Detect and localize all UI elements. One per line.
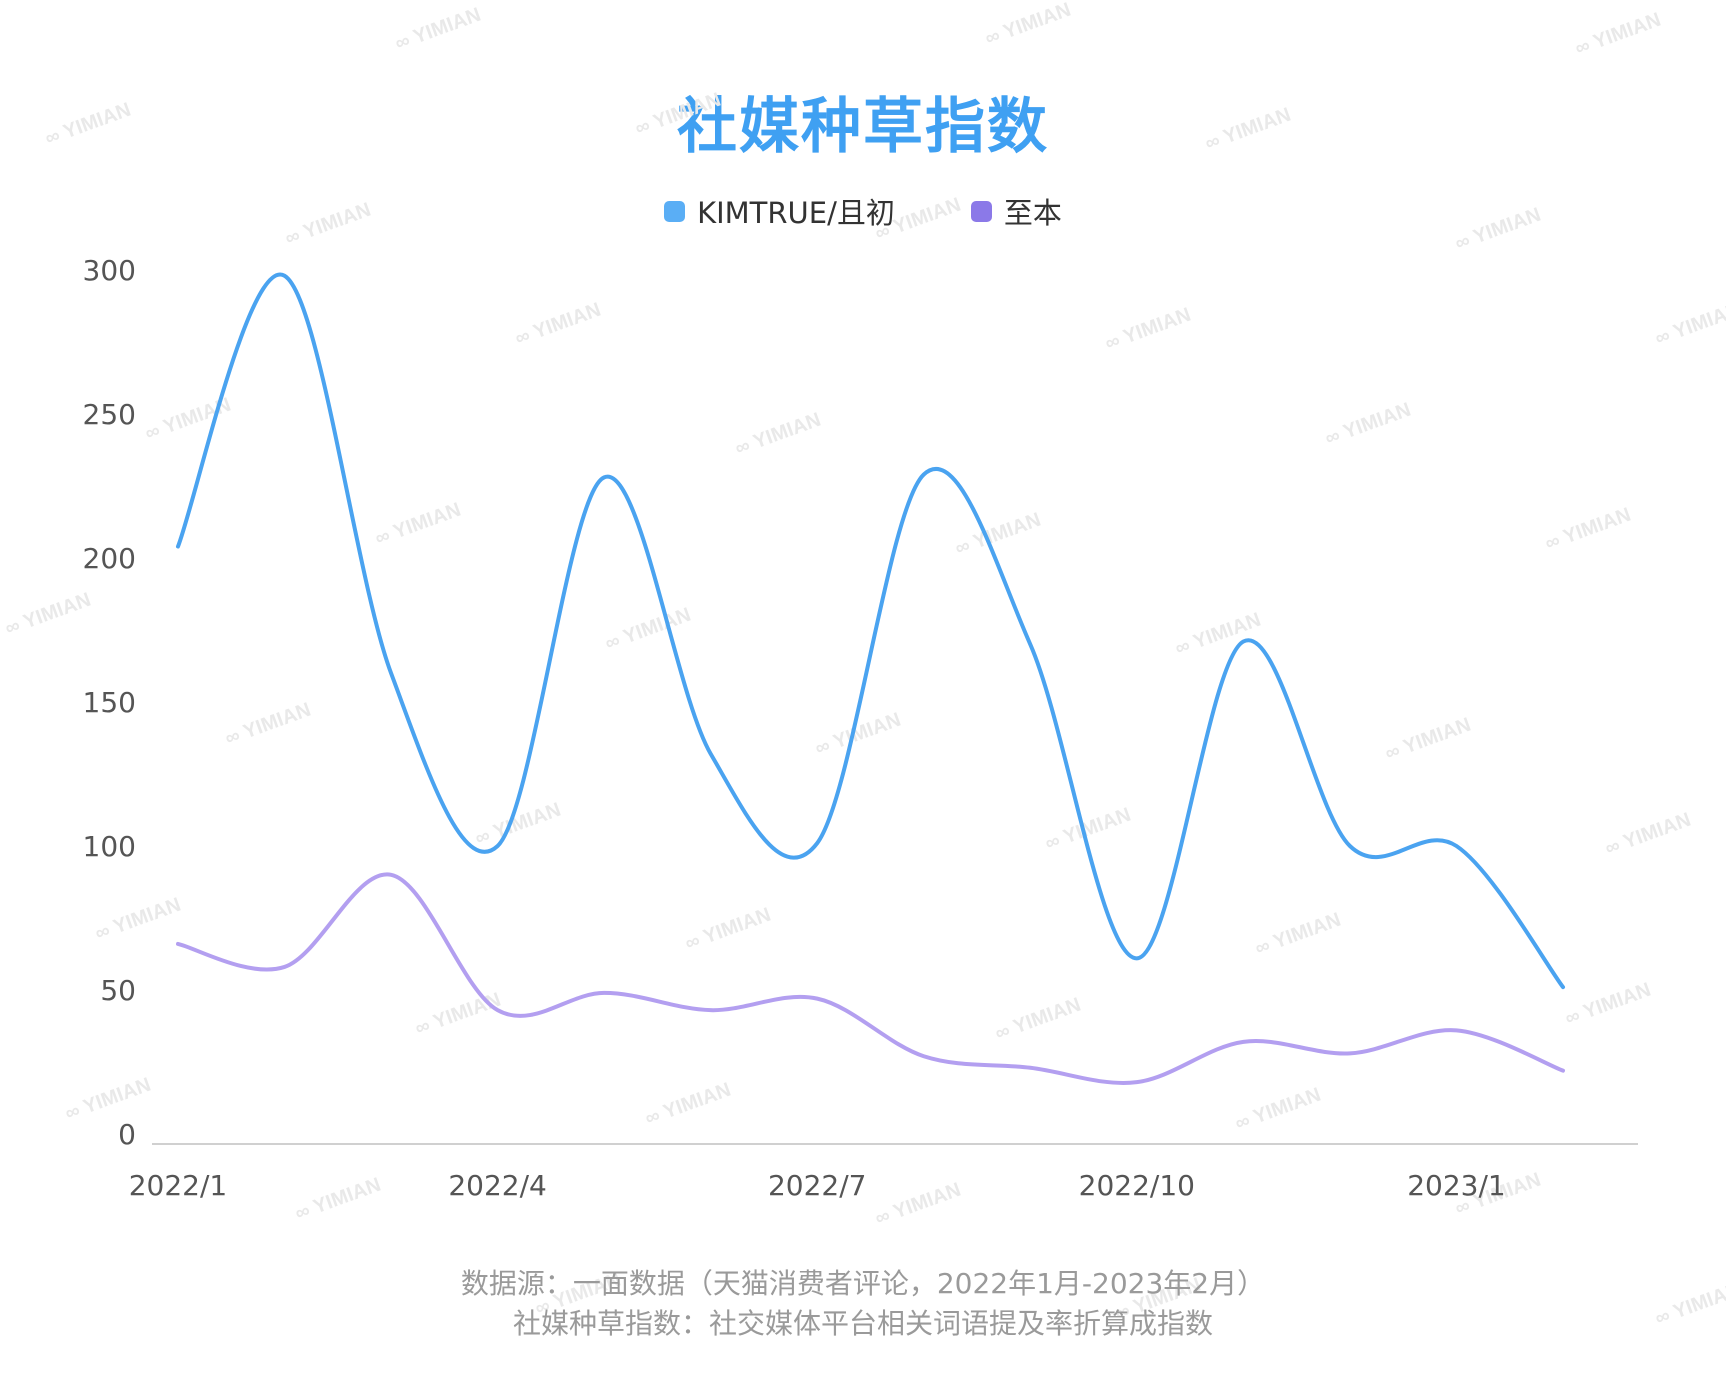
watermark-text: ∞ YIMIAN	[1602, 809, 1694, 860]
legend-item-zhiben[interactable]: 至本	[970, 190, 1062, 232]
watermark-text: ∞ YIMIAN	[412, 989, 504, 1040]
series-layer	[176, 272, 1565, 1085]
watermark-text: ∞ YIMIAN	[292, 1174, 384, 1225]
watermark-text: ∞ YIMIAN	[42, 99, 134, 150]
watermark-text: ∞ YIMIAN	[392, 4, 484, 55]
watermark-text: ∞ YIMIAN	[1172, 609, 1264, 660]
watermark-text: ∞ YIMIAN	[372, 499, 464, 550]
footnote-source: 数据源：一面数据（天猫消费者评论，2022年1月-2023年2月）	[460, 1267, 1266, 1300]
x-axis: 2022/1 2022/4 2022/7 2022/10 2023/1	[129, 1143, 1638, 1202]
legend-swatch-kimtrue	[664, 200, 686, 222]
x-tick-label: 2022/1	[129, 1169, 228, 1202]
watermark-text: ∞ YIMIAN	[1252, 909, 1344, 960]
watermark-text: ∞ YIMIAN	[1322, 399, 1414, 450]
watermark-text: ∞ YIMIAN	[602, 604, 694, 655]
watermark-text: ∞ YIMIAN	[952, 509, 1044, 560]
x-tick-label: 2022/10	[1079, 1169, 1195, 1202]
watermark-text: ∞ YIMIAN	[642, 1079, 734, 1130]
watermark-text: ∞ YIMIAN	[1652, 299, 1726, 350]
watermark-text: ∞ YIMIAN	[1102, 304, 1194, 355]
watermark-text: ∞ YIMIAN	[872, 1179, 964, 1230]
watermark-text: ∞ YIMIAN	[1562, 979, 1654, 1030]
legend-item-kimtrue[interactable]: KIMTRUE/且初	[664, 190, 895, 232]
x-tick-label: 2022/4	[448, 1169, 547, 1202]
y-tick-label: 250	[83, 398, 136, 431]
watermark-text: ∞ YIMIAN	[1572, 9, 1664, 60]
x-tick-label: 2022/7	[768, 1169, 867, 1202]
y-tick-label: 200	[83, 542, 136, 575]
watermark-text: ∞ YIMIAN	[512, 299, 604, 350]
y-tick-label: 0	[118, 1118, 136, 1151]
watermark-text: ∞ YIMIAN	[282, 199, 374, 250]
watermark-layer: ∞ YIMIAN ∞ YIMIAN ∞ YIMIAN ∞ YIMIAN ∞ YIMIAN…	[2, 0, 1726, 1330]
watermark-text: ∞ YIMIAN	[982, 0, 1074, 50]
watermark-text: ∞ YIMIAN	[872, 194, 964, 245]
footnote-definition: 社媒种草指数：社交媒体平台相关词语提及率折算成指数	[512, 1307, 1213, 1340]
watermark-text: ∞ YIMIAN	[1232, 1084, 1324, 1135]
watermark-text: ∞ YIMIAN	[2, 589, 94, 640]
watermark-text: ∞ YIMIAN	[92, 894, 184, 945]
watermark-text: ∞ YIMIAN	[1542, 504, 1634, 555]
watermark-text: ∞ YIMIAN	[62, 1074, 154, 1125]
watermark-text: ∞ YIMIAN	[1202, 104, 1294, 155]
legend-label-zhiben: 至本	[1003, 196, 1062, 230]
y-tick-label: 50	[100, 974, 136, 1007]
watermark-text: ∞ YIMIAN	[992, 994, 1084, 1045]
y-axis: 0 50 100 150 200 250 300	[83, 254, 136, 1151]
legend-swatch-zhiben	[970, 200, 992, 222]
legend: KIMTRUE/且初 至本	[0, 190, 1726, 232]
watermark-text: ∞ YIMIAN	[632, 89, 724, 140]
watermark-text: ∞ YIMIAN	[732, 409, 824, 460]
y-tick-label: 150	[83, 686, 136, 719]
legend-label-kimtrue: KIMTRUE/且初	[697, 196, 895, 230]
watermark-text: ∞ YIMIAN	[682, 904, 774, 955]
series-line-kimtrue[interactable]	[176, 272, 1565, 990]
y-tick-label: 300	[83, 254, 136, 287]
y-tick-label: 100	[83, 830, 136, 863]
x-tick-label: 2023/1	[1407, 1169, 1506, 1202]
chart-title: 社媒种草指数	[677, 92, 1049, 162]
watermark-text: ∞ YIMIAN	[222, 699, 314, 750]
series-line-zhiben[interactable]	[176, 872, 1565, 1085]
watermark-text: ∞ YIMIAN	[1452, 204, 1544, 255]
watermark-text: ∞ YIMIAN	[1382, 714, 1474, 765]
